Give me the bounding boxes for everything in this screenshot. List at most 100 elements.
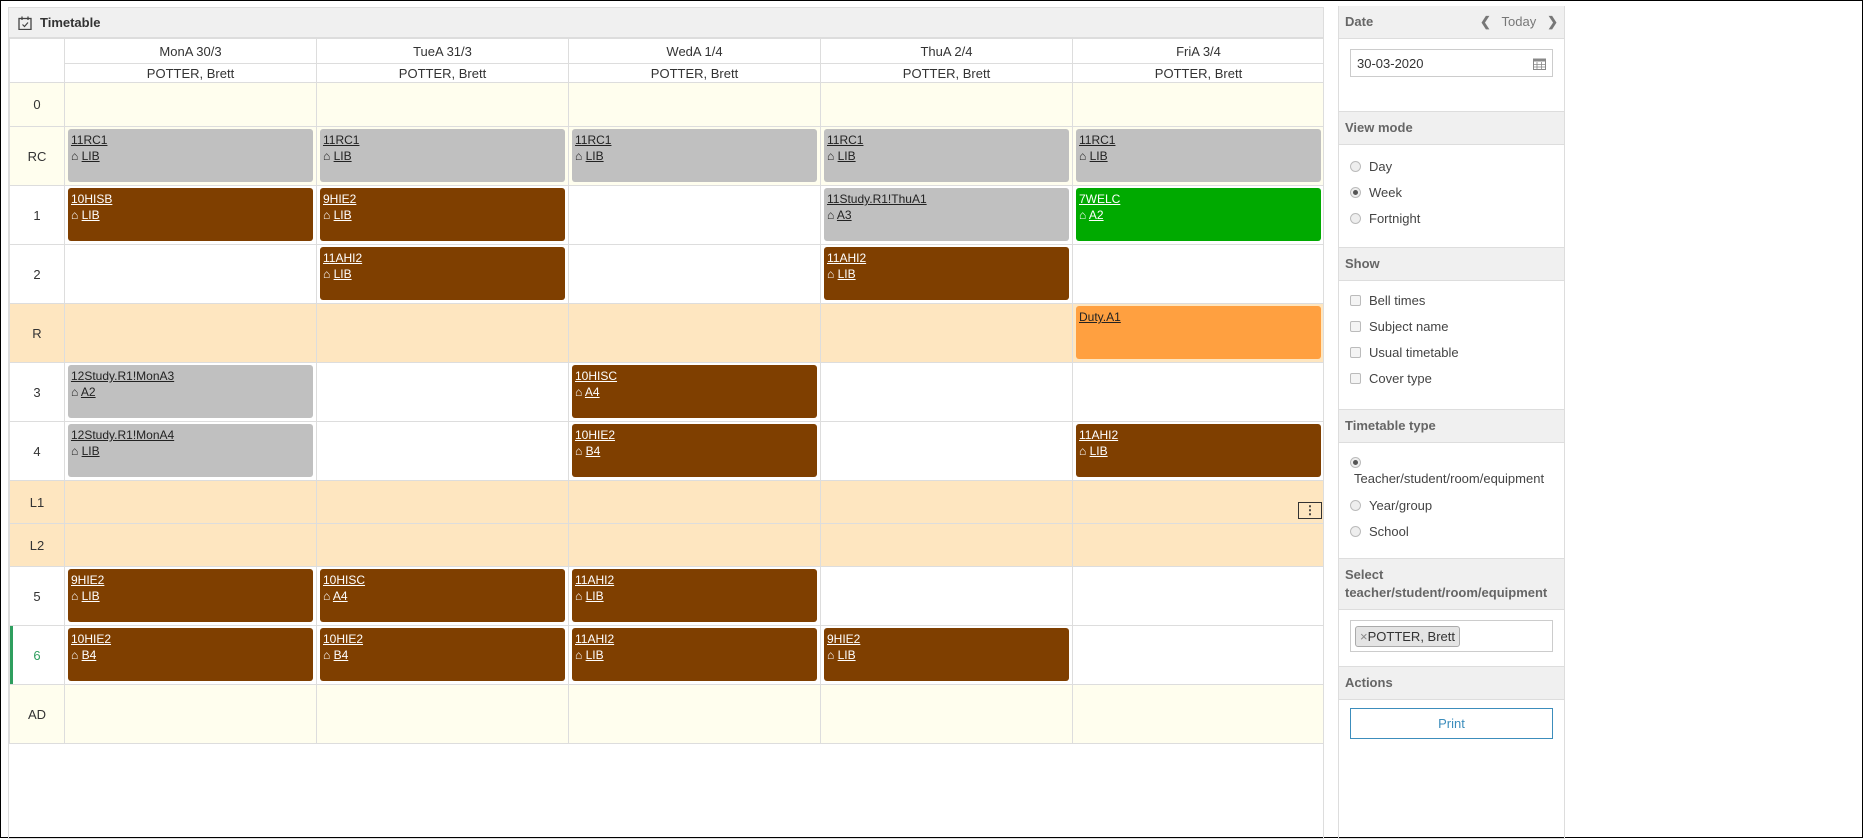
timetable-cell[interactable]: 11RC1 ⌂ LIB xyxy=(568,126,821,186)
room-link[interactable]: LIB xyxy=(333,267,352,281)
radio-option[interactable]: Week xyxy=(1350,179,1553,205)
radio-button[interactable] xyxy=(1350,160,1361,172)
timetable-cell[interactable]: Duty.A1 xyxy=(1072,303,1323,363)
timetable-cell[interactable]: 9HIE2 ⌂ LIB xyxy=(64,566,317,626)
class-link[interactable]: Duty.A1 xyxy=(1079,310,1121,324)
more-options-icon[interactable]: ⋮ xyxy=(1298,502,1322,519)
timetable-cell[interactable]: 10HIE2 ⌂ B4 xyxy=(568,421,821,481)
timetable-cell[interactable]: 11AHI2 ⌂ LIB xyxy=(568,566,821,626)
timetable-cell[interactable] xyxy=(1072,625,1323,685)
today-link[interactable]: Today xyxy=(1501,14,1537,29)
timetable-cell[interactable] xyxy=(64,82,317,127)
room-link[interactable]: LIB xyxy=(81,589,100,603)
room-link[interactable]: LIB xyxy=(585,589,604,603)
lesson-block[interactable]: 12Study.R1!MonA3 ⌂ A2 xyxy=(68,365,313,418)
timetable-cell[interactable] xyxy=(316,421,569,481)
room-link[interactable]: LIB xyxy=(81,208,100,222)
class-link[interactable]: 11AHI2 xyxy=(575,632,615,646)
person-select[interactable]: ×POTTER, Brett xyxy=(1350,620,1553,652)
timetable-cell[interactable] xyxy=(64,480,317,524)
timetable-cell[interactable] xyxy=(316,684,569,744)
timetable-cell[interactable]: 10HIE2 ⌂ B4 xyxy=(316,625,569,685)
lesson-block[interactable]: Duty.A1 xyxy=(1076,306,1321,359)
radio-option[interactable]: School xyxy=(1350,518,1553,544)
checkbox-option[interactable]: Usual timetable xyxy=(1350,339,1553,365)
checkbox[interactable] xyxy=(1350,320,1361,332)
room-link[interactable]: LIB xyxy=(333,149,352,163)
class-link[interactable]: 11Study.R1!ThuA1 xyxy=(827,192,927,206)
room-link[interactable]: LIB xyxy=(81,149,100,163)
timetable-cell[interactable] xyxy=(316,362,569,422)
lesson-block[interactable]: 11AHI2 ⌂ LIB xyxy=(572,628,817,681)
lesson-block[interactable]: 11Study.R1!ThuA1 ⌂ A3 xyxy=(824,188,1069,241)
timetable-cell[interactable] xyxy=(64,523,317,567)
lesson-block[interactable]: 10HIE2 ⌂ B4 xyxy=(68,628,313,681)
room-link[interactable]: LIB xyxy=(81,444,100,458)
timetable-cell[interactable]: 12Study.R1!MonA4 ⌂ LIB xyxy=(64,421,317,481)
lesson-block[interactable]: 12Study.R1!MonA4 ⌂ LIB xyxy=(68,424,313,477)
timetable-cell[interactable]: 11RC1 ⌂ LIB xyxy=(820,126,1073,186)
timetable-cell[interactable]: 10HIE2 ⌂ B4 xyxy=(64,625,317,685)
timetable-cell[interactable]: 9HIE2 ⌂ LIB xyxy=(316,185,569,245)
lesson-block[interactable]: 7WELC ⌂ A2 xyxy=(1076,188,1321,241)
date-input[interactable]: 30-03-2020 xyxy=(1350,49,1553,77)
timetable-cell[interactable]: 11AHI2 ⌂ LIB xyxy=(1072,421,1323,481)
timetable-cell[interactable] xyxy=(64,684,317,744)
lesson-block[interactable]: 10HISB ⌂ LIB xyxy=(68,188,313,241)
timetable-cell[interactable] xyxy=(568,303,821,363)
timetable-cell[interactable]: 9HIE2 ⌂ LIB xyxy=(820,625,1073,685)
room-link[interactable]: LIB xyxy=(1089,149,1108,163)
print-button[interactable]: Print xyxy=(1350,708,1553,739)
room-link[interactable]: LIB xyxy=(837,267,856,281)
timetable-cell[interactable] xyxy=(1072,82,1323,127)
class-link[interactable]: 11AHI2 xyxy=(827,251,867,265)
class-link[interactable]: 12Study.R1!MonA3 xyxy=(71,369,175,383)
class-link[interactable]: 11RC1 xyxy=(827,133,864,147)
class-link[interactable]: 11AHI2 xyxy=(575,573,615,587)
lesson-block[interactable]: 11AHI2 ⌂ LIB xyxy=(572,569,817,622)
timetable-cell[interactable] xyxy=(820,303,1073,363)
timetable-cell[interactable] xyxy=(820,480,1073,524)
room-link[interactable]: A2 xyxy=(80,385,96,399)
lesson-block[interactable]: 10HIE2 ⌂ B4 xyxy=(320,628,565,681)
day-header[interactable]: FriA 3/4 xyxy=(1072,38,1323,64)
timetable-cell[interactable] xyxy=(568,523,821,567)
timetable-cell[interactable] xyxy=(820,684,1073,744)
timetable-cell[interactable] xyxy=(568,684,821,744)
checkbox-option[interactable]: Bell times xyxy=(1350,287,1553,313)
day-header[interactable]: ThuA 2/4 xyxy=(820,38,1073,64)
timetable-cell[interactable] xyxy=(820,82,1073,127)
class-link[interactable]: 11AHI2 xyxy=(1079,428,1119,442)
day-header[interactable]: TueA 31/3 xyxy=(316,38,569,64)
class-link[interactable]: 11RC1 xyxy=(1079,133,1116,147)
lesson-block[interactable]: 11AHI2 ⌂ LIB xyxy=(824,247,1069,300)
timetable-cell[interactable]: 10HISC ⌂ A4 xyxy=(316,566,569,626)
timetable-cell[interactable] xyxy=(820,362,1073,422)
timetable-cell[interactable] xyxy=(568,480,821,524)
checkbox-option[interactable]: Subject name xyxy=(1350,313,1553,339)
timetable-cell[interactable] xyxy=(820,523,1073,567)
lesson-block[interactable]: 11RC1 ⌂ LIB xyxy=(320,129,565,182)
class-link[interactable]: 9HIE2 xyxy=(71,573,105,587)
timetable-cell[interactable] xyxy=(316,480,569,524)
lesson-block[interactable]: 9HIE2 ⌂ LIB xyxy=(68,569,313,622)
radio-option[interactable]: Year/group xyxy=(1350,492,1553,518)
lesson-block[interactable]: 10HISC ⌂ A4 xyxy=(320,569,565,622)
timetable-cell[interactable] xyxy=(316,82,569,127)
timetable-cell[interactable] xyxy=(568,244,821,304)
timetable-cell[interactable]: 11RC1 ⌂ LIB xyxy=(316,126,569,186)
lesson-block[interactable]: 10HIE2 ⌂ B4 xyxy=(572,424,817,477)
room-link[interactable]: LIB xyxy=(585,648,604,662)
timetable-cell[interactable] xyxy=(316,523,569,567)
room-link[interactable]: B4 xyxy=(333,648,349,662)
class-link[interactable]: 11RC1 xyxy=(71,133,108,147)
timetable-cell[interactable]: 11AHI2 ⌂ LIB xyxy=(820,244,1073,304)
timetable-cell[interactable]: 11Study.R1!ThuA1 ⌂ A3 xyxy=(820,185,1073,245)
timetable-cell[interactable]: 10HISB ⌂ LIB xyxy=(64,185,317,245)
class-link[interactable]: 9HIE2 xyxy=(323,192,357,206)
lesson-block[interactable]: 11RC1 ⌂ LIB xyxy=(1076,129,1321,182)
timetable-cell[interactable] xyxy=(568,185,821,245)
class-link[interactable]: 11RC1 xyxy=(575,133,612,147)
lesson-block[interactable]: 11RC1 ⌂ LIB xyxy=(572,129,817,182)
timetable-cell[interactable] xyxy=(64,244,317,304)
